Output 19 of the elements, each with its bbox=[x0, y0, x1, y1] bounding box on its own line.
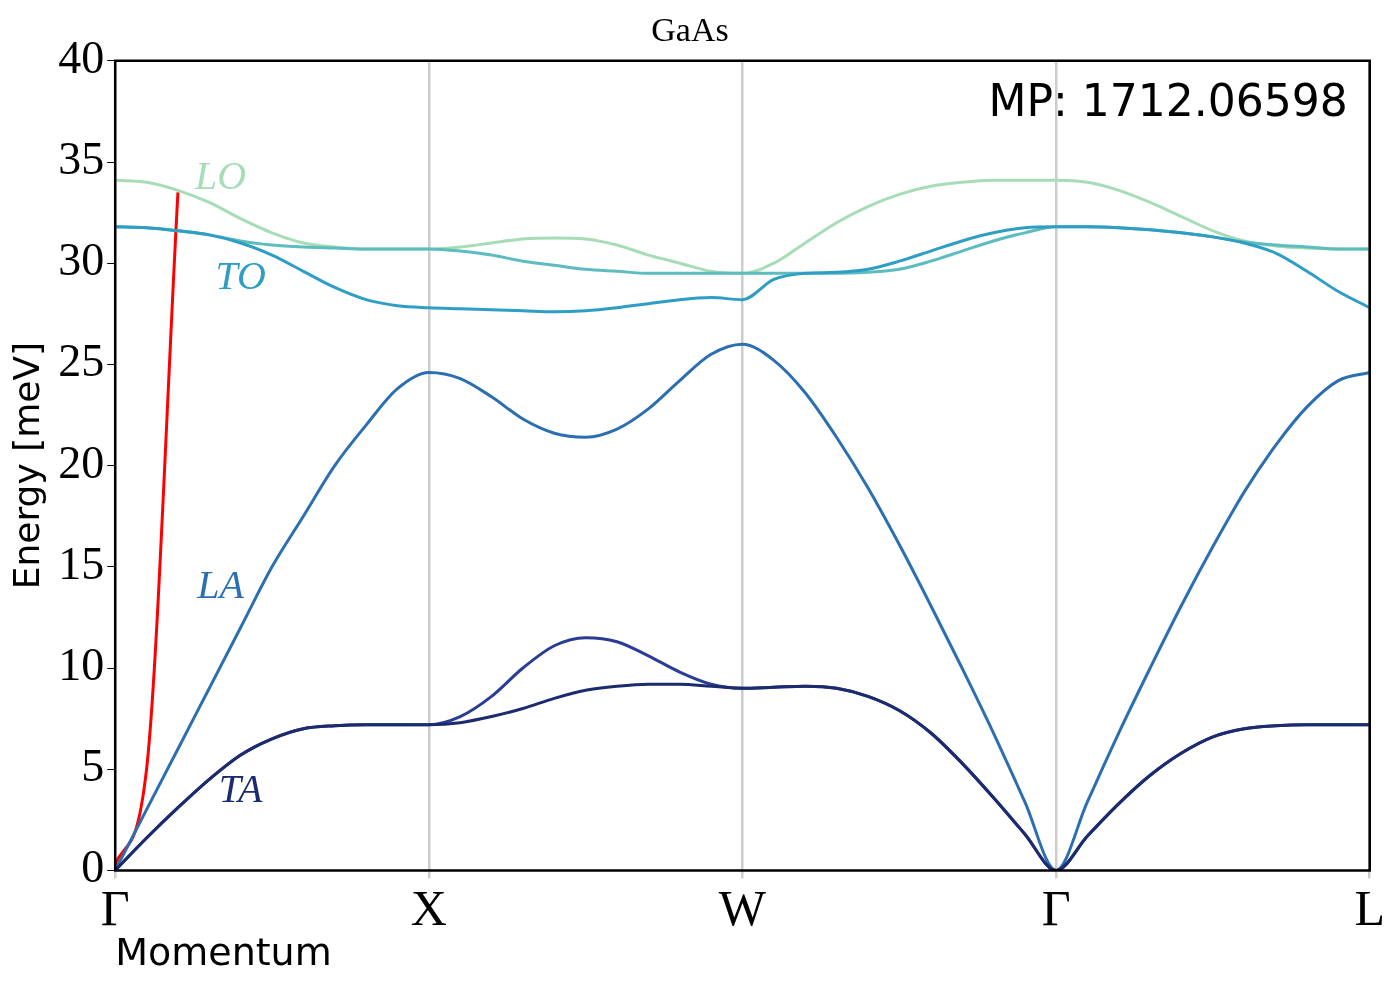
y-axis-title: Energy [meV] bbox=[5, 341, 47, 590]
y-tick-label: 35 bbox=[58, 133, 105, 185]
series-label: TA bbox=[218, 765, 264, 811]
y-tick-label: 15 bbox=[58, 537, 105, 589]
series-label: TO bbox=[215, 253, 266, 299]
chart-title: GaAs bbox=[651, 11, 729, 49]
annotation: MP: 1712.06598 bbox=[988, 75, 1348, 127]
y-tick-label: 20 bbox=[58, 436, 105, 488]
y-tick-label: 5 bbox=[81, 740, 105, 792]
y-tick-label: 30 bbox=[58, 234, 105, 286]
x-tick-label: L bbox=[1354, 879, 1385, 936]
y-tick-label: 25 bbox=[58, 335, 105, 387]
x-tick-label: W bbox=[718, 879, 767, 936]
y-tick-label: 10 bbox=[58, 639, 105, 691]
series-label: LO bbox=[194, 153, 247, 199]
y-tick-label: 40 bbox=[58, 31, 105, 83]
x-tick-label: Γ bbox=[1041, 879, 1071, 936]
x-tick-label: X bbox=[410, 879, 447, 936]
series-label: LA bbox=[196, 562, 245, 608]
